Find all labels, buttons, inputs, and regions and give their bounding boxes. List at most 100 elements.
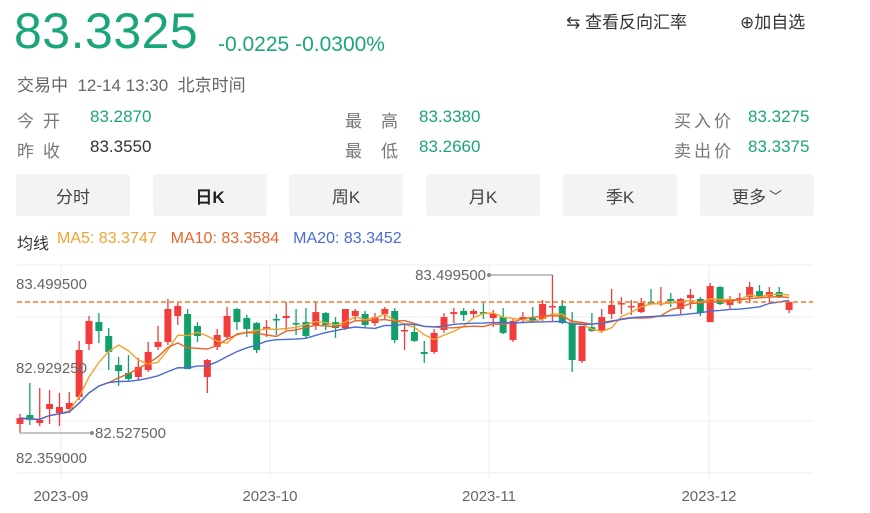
tab-quarterly-k[interactable]: 季K [563,174,677,216]
candle-body [647,302,655,304]
add-watchlist-button[interactable]: ⊕加自选 [740,8,805,33]
high-value: 83.3380 [419,107,481,126]
x-tick-label: 2023-09 [33,488,88,505]
candle-body [223,315,231,337]
ma20-value: MA20: 83.3452 [293,230,402,247]
candle-body [115,365,123,372]
candle-body [341,308,349,329]
candle-body [509,320,517,341]
candle-body [124,372,132,379]
candle-body [479,312,487,314]
candle-body [184,314,192,370]
low-value: 83.2660 [419,137,481,156]
candle-body [529,318,537,321]
candle-body [46,403,54,409]
timezone: 北京时间 [177,76,246,95]
candle-body [706,286,714,323]
swap-icon: ⇆ [566,13,581,32]
low-label: 最低 [345,142,417,161]
tab-intraday[interactable]: 分时 [16,174,130,216]
change-percent: -0.0300% [295,33,385,56]
max-price-label: 83.499500 [415,267,486,284]
y-tick-label: 83.499500 [16,276,87,293]
tab-daily-k[interactable]: 日K [153,174,267,216]
candle-body [65,402,73,409]
candle-body [144,351,152,371]
candle-body [401,329,409,332]
candle-body [381,308,389,315]
plus-circle-icon: ⊕ [740,13,755,32]
candle-body [272,319,280,321]
add-watchlist-label: 加自选 [754,13,806,32]
y-tick-label: 82.359000 [16,450,87,467]
candle-body [164,308,172,342]
candle-body [85,320,93,345]
candle-body [302,322,310,336]
candle-body [263,327,270,330]
market-status: 交易中 12-14 13:30 北京时间 [17,71,246,96]
candle-body [785,301,793,310]
candle-body [608,304,616,315]
candle-body [203,360,211,377]
x-tick-label: 2023-12 [681,488,736,505]
ma-legend: 均线 MA5: 83.3747 MA10: 83.3584 MA20: 83.3… [17,230,402,254]
candle-body [282,315,290,319]
candle-body [736,298,744,300]
chevron-down-icon: ﹀ [768,188,782,204]
min-price-label: 82.527500 [95,425,166,442]
ma5-line [19,293,790,421]
candle-body [253,323,261,351]
chart-grid [17,264,813,478]
candle-body [322,313,330,325]
candle-body [430,332,438,352]
y-tick-label: 82.929250 [16,360,87,377]
candle-body [16,418,24,424]
candle-body [75,350,83,398]
candle-body [460,310,468,315]
candle-body [36,419,44,424]
ma-title: 均线 [17,236,50,253]
candle-body [667,298,675,302]
candle-body [617,303,625,305]
min-pointer-line [19,431,92,434]
candle-body [677,298,685,309]
candle-body [174,305,182,316]
x-tick-label: 2023-10 [242,488,297,505]
ma20-line [19,299,790,421]
candle-body [578,325,586,361]
candle-body [696,298,704,314]
candle-body [548,305,556,308]
tab-monthly-k[interactable]: 月K [426,174,540,216]
tab-weekly-k[interactable]: 周K [289,174,403,216]
candle-body [440,317,448,330]
min-pointer-dot [90,431,94,435]
high-label: 最高 [345,112,417,131]
extreme-annotations [19,273,553,435]
quote-time: 12-14 13:30 [77,76,169,95]
candle-body [746,287,754,298]
trading-status: 交易中 [17,76,68,95]
candle-body [716,287,724,304]
ask-label: 卖出价 [674,142,734,161]
prev-close-value: 83.3550 [90,137,152,156]
candle-body [568,323,576,361]
candle-body [193,325,201,336]
candle-body [410,331,418,341]
reverse-rate-link[interactable]: ⇆ 查看反向汇率 [566,8,687,33]
ma5-value: MA5: 83.3747 [57,230,157,247]
candle-body [756,291,763,298]
candle-body [686,294,694,299]
candle-body [26,414,34,420]
candle-body [420,351,428,354]
max-pointer-dot [487,273,491,277]
candle-body [105,335,113,352]
candle-body [312,312,320,325]
tab-more[interactable]: 更多 ﹀ [700,174,814,216]
candle-body [489,314,497,319]
candle-body [95,322,103,331]
change-value: -0.0225 [218,33,290,56]
open-label: 今开 [17,112,69,131]
more-label: 更多 [731,187,766,207]
price-change: -0.0225 -0.0300% [218,33,385,57]
